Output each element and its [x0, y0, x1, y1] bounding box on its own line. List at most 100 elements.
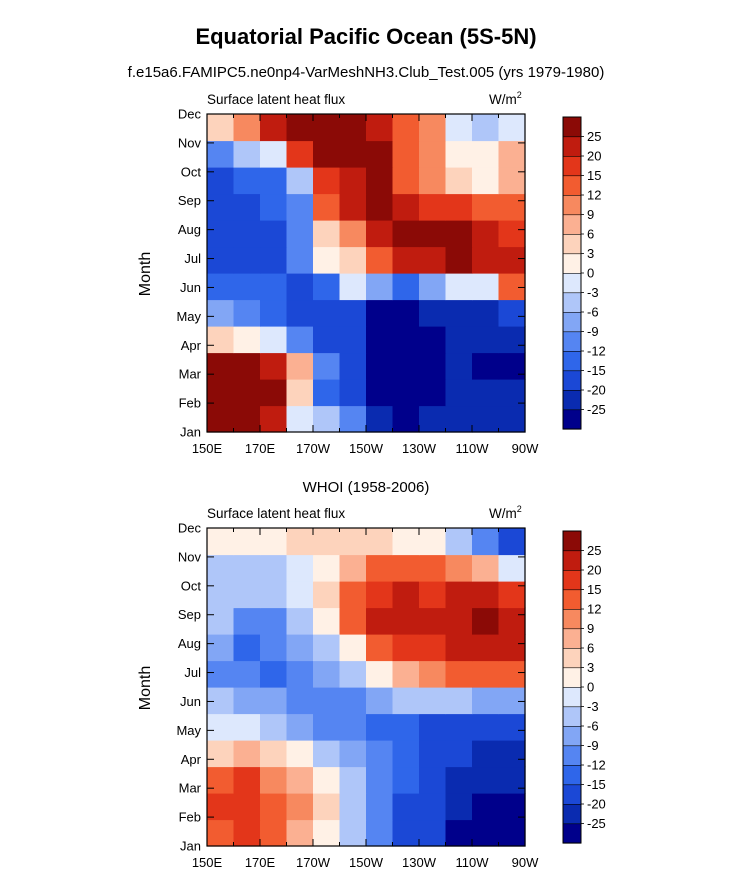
heatmap-cell	[233, 326, 261, 354]
bottom-units-label: W/m2	[489, 504, 522, 521]
heatmap-cell	[498, 352, 526, 380]
heatmap-cell	[392, 379, 420, 407]
colorbar-label: 25	[587, 543, 601, 558]
heatmap-cell	[498, 607, 526, 635]
heatmap-cell	[419, 246, 447, 274]
heatmap-cell	[339, 634, 367, 662]
colorbar-label: 0	[587, 680, 594, 695]
heatmap-cell	[207, 379, 235, 407]
heatmap-cell	[472, 379, 500, 407]
heatmap-cell	[260, 405, 288, 433]
y-tick-label: Aug	[178, 222, 201, 237]
heatmap-cell	[286, 713, 314, 741]
bottom-panel-title: WHOI (1958-2006)	[303, 479, 430, 496]
colorbar-label: -25	[587, 402, 606, 417]
colorbar-label: -12	[587, 758, 606, 773]
colorbar-label: 12	[587, 188, 601, 203]
colorbar-label: -20	[587, 797, 606, 812]
heatmap-cell	[260, 273, 288, 301]
colorbar-label: 0	[587, 266, 594, 281]
heatmap-cell	[313, 687, 341, 715]
heatmap-cell	[313, 405, 341, 433]
colorbar-box	[562, 667, 582, 688]
colorbar-box	[562, 550, 582, 571]
heatmap-cell	[286, 660, 314, 688]
heatmap-cell	[260, 352, 288, 380]
y-tick-label: Dec	[178, 521, 202, 536]
colorbar-box	[562, 214, 582, 235]
heatmap-cell	[233, 581, 261, 609]
heatmap-cell	[472, 140, 500, 168]
heatmap-cell	[286, 634, 314, 662]
heatmap-cell	[207, 554, 235, 582]
colorbar-label: 3	[587, 246, 594, 261]
heatmap-cell	[313, 581, 341, 609]
heatmap-cell	[207, 114, 235, 142]
heatmap-cell	[472, 193, 500, 221]
heatmap-cell	[286, 740, 314, 768]
heatmap-cell	[445, 581, 473, 609]
top-units-label: W/m2	[489, 90, 522, 107]
heatmap-cell	[445, 246, 473, 274]
heatmap-cell	[286, 554, 314, 582]
heatmap-cell	[366, 193, 394, 221]
colorbar-label: 6	[587, 227, 594, 242]
heatmap-cell	[498, 713, 526, 741]
heatmap-cell	[419, 740, 447, 768]
colorbar-box	[562, 530, 582, 552]
colorbar-box	[562, 725, 582, 747]
heatmap-cell	[339, 246, 367, 274]
colorbar-box	[562, 628, 582, 649]
heatmap-cell	[233, 193, 261, 221]
heatmap-cell	[392, 554, 420, 582]
heatmap-cell	[445, 140, 473, 168]
heatmap-cell	[472, 114, 500, 142]
heatmap-cell	[260, 193, 288, 221]
heatmap-cell	[207, 140, 235, 168]
colorbar-label: -3	[587, 285, 599, 300]
heatmap-cell	[286, 819, 314, 847]
heatmap-cell	[445, 299, 473, 327]
heatmap-cell	[419, 273, 447, 301]
heatmap-cell	[313, 379, 341, 407]
heatmap-cell	[445, 793, 473, 821]
colorbar-label: 25	[587, 129, 601, 144]
heatmap-cell	[366, 405, 394, 433]
heatmap-cell	[260, 554, 288, 582]
heatmap-cell	[498, 326, 526, 354]
heatmap-cell	[286, 607, 314, 635]
heatmap-cell	[445, 379, 473, 407]
heatmap-cell	[313, 528, 341, 556]
heatmap-cell	[419, 793, 447, 821]
heatmap-cell	[260, 140, 288, 168]
top-panel-title: f.e15a6.FAMIPC5.ne0np4-VarMeshNH3.Club_T…	[128, 64, 605, 81]
y-tick-label: Sep	[178, 193, 201, 208]
colorbar-label: -9	[587, 324, 599, 339]
y-tick-label: Jul	[184, 665, 201, 680]
y-tick-label: Oct	[181, 164, 202, 179]
heatmap-cell	[339, 819, 367, 847]
heatmap-cell	[498, 220, 526, 248]
heatmap-cell	[498, 193, 526, 221]
colorbar-box	[562, 784, 582, 805]
x-tick-label: 130W	[402, 441, 437, 456]
heatmap-cell	[207, 326, 235, 354]
heatmap-cell	[313, 193, 341, 221]
heatmap-cell	[339, 687, 367, 715]
heatmap-cell	[286, 766, 314, 794]
heatmap-cell	[472, 607, 500, 635]
colorbar-box	[562, 136, 582, 157]
x-tick-label: 150W	[349, 855, 384, 870]
heatmap-cell	[366, 246, 394, 274]
heatmap-cell	[419, 554, 447, 582]
heatmap-cell	[392, 352, 420, 380]
heatmap-cell	[498, 246, 526, 274]
heatmap-cell	[260, 713, 288, 741]
bottom-units-base: W/m	[489, 506, 517, 521]
heatmap-cell	[472, 326, 500, 354]
heatmap-cell	[498, 687, 526, 715]
heatmap-cell	[339, 352, 367, 380]
heatmap-cell	[339, 793, 367, 821]
heatmap-cell	[392, 326, 420, 354]
heatmap-cell	[366, 554, 394, 582]
